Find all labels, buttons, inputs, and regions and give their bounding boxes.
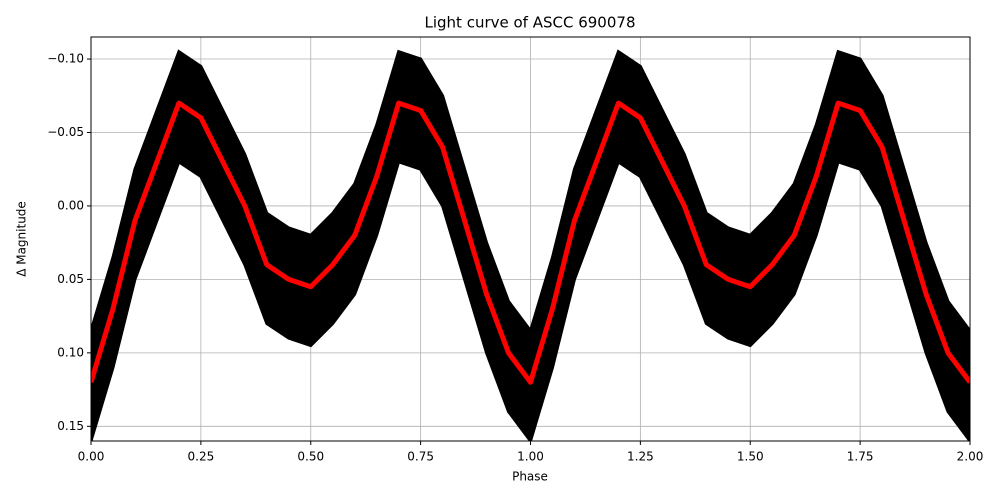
x-tick-label: 1.50 <box>737 450 764 464</box>
x-tick-label: 0.75 <box>407 450 434 464</box>
x-tick-label: 2.00 <box>957 450 984 464</box>
y-tick-label: −0.05 <box>47 125 84 139</box>
x-tick-label: 0.25 <box>188 450 215 464</box>
x-tick-label: 1.75 <box>847 450 874 464</box>
y-tick-label: 0.15 <box>57 419 84 433</box>
y-tick-label: 0.10 <box>57 345 84 359</box>
x-tick-label: 1.25 <box>627 450 654 464</box>
y-tick-label: 0.05 <box>57 272 84 286</box>
x-tick-label: 0.00 <box>78 450 105 464</box>
chart-title: Light curve of ASCC 690078 <box>425 14 636 32</box>
y-tick-label: −0.10 <box>47 52 84 66</box>
plot-frame <box>90 36 971 442</box>
y-axis-label: Δ Magnitude <box>15 201 29 277</box>
axes-layer: 0.00 0.25 0.50 0.75 1.00 1.25 1.50 1.75 2.00 −0.1… <box>47 52 983 464</box>
x-axis-label: Phase <box>512 470 548 484</box>
y-tick-label: 0.00 <box>57 198 84 212</box>
x-tick-label: 0.50 <box>297 450 324 464</box>
trend-line <box>91 100 970 385</box>
scatter-band <box>91 49 970 441</box>
x-tick-label: 1.00 <box>517 450 544 464</box>
plot-area <box>91 49 970 441</box>
